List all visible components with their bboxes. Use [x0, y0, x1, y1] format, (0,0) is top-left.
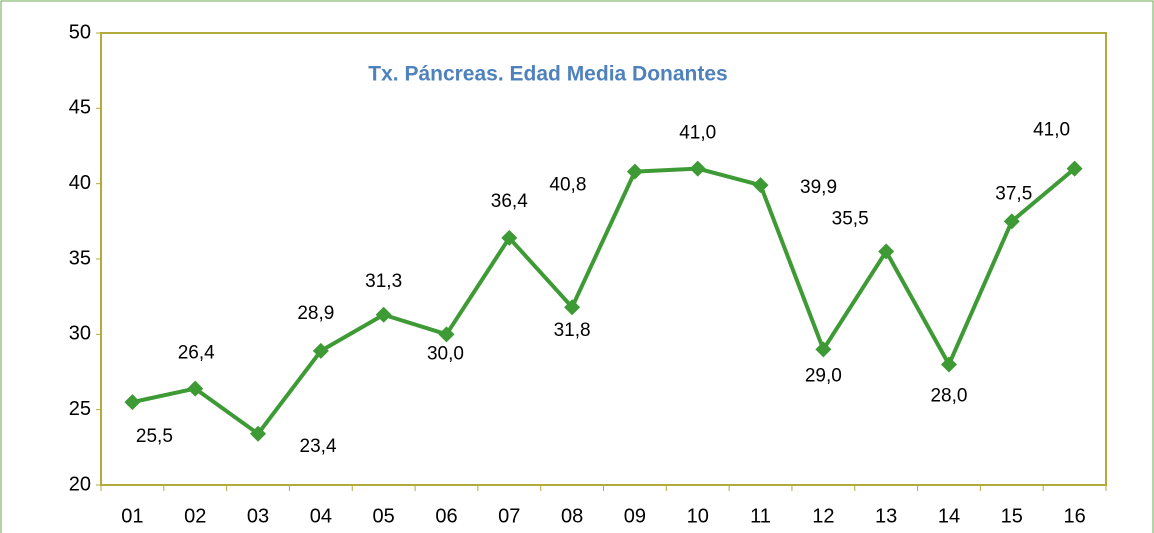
- marker: [815, 341, 832, 358]
- y-tick-label: 50: [69, 21, 91, 43]
- x-tick-label: 14: [938, 505, 960, 527]
- data-label: 37,5: [995, 183, 1032, 204]
- marker: [250, 425, 267, 442]
- data-label: 28,0: [930, 385, 967, 406]
- x-tick-label: 11: [750, 505, 771, 527]
- marker: [501, 229, 518, 246]
- x-tick-label: 15: [1001, 505, 1023, 527]
- marker: [1003, 213, 1020, 230]
- marker: [752, 177, 769, 194]
- line: [131, 166, 1076, 436]
- x-tick-label: 12: [812, 505, 834, 527]
- y-tick-label: 35: [69, 247, 91, 269]
- x-tick-label: 01: [121, 505, 143, 527]
- data-label: 30,0: [427, 343, 464, 364]
- x-tick-label: 07: [498, 505, 520, 527]
- data-label: 36,4: [491, 191, 528, 212]
- chart-title: Tx. Páncreas. Edad Media Donantes: [368, 63, 727, 86]
- marker: [689, 160, 706, 177]
- x-tick-label: 13: [875, 505, 897, 527]
- marker: [187, 380, 204, 397]
- y-tick-label: 40: [69, 172, 91, 194]
- marker: [940, 356, 957, 373]
- marker: [626, 163, 643, 180]
- y-tick-label: 25: [69, 398, 91, 420]
- data-label: 40,8: [549, 175, 586, 196]
- x-tick-label: 05: [373, 505, 395, 527]
- data-label: 28,9: [297, 303, 334, 324]
- x-tick-label: 04: [310, 505, 332, 527]
- data-label: 26,4: [178, 343, 215, 364]
- y-tick-label: 45: [69, 97, 91, 119]
- y-tick-label: 20: [69, 473, 91, 495]
- x-tick-label: 10: [687, 505, 709, 527]
- data-label: 41,0: [1033, 120, 1070, 141]
- data-label: 41,0: [679, 123, 716, 144]
- marker: [312, 342, 329, 359]
- marker: [375, 306, 392, 323]
- x-tick-label: 02: [184, 505, 206, 527]
- x-tick-label: 16: [1063, 505, 1085, 527]
- marker: [878, 243, 895, 260]
- x-tick-label: 03: [247, 505, 269, 527]
- data-label: 23,4: [300, 436, 337, 457]
- data-label: 39,9: [800, 177, 837, 198]
- data-label: 31,3: [365, 271, 402, 292]
- marker: [564, 299, 581, 316]
- y-tick-label: 30: [69, 323, 91, 345]
- marker: [1066, 160, 1083, 177]
- x-tick-label: 09: [624, 505, 646, 527]
- x-tick-label: 06: [435, 505, 457, 527]
- data-label: 29,0: [805, 365, 842, 386]
- data-label: 25,5: [136, 426, 173, 447]
- marker: [438, 326, 455, 343]
- plot-border: [100, 32, 1107, 486]
- marker: [124, 394, 141, 411]
- x-tick-label: 08: [561, 505, 583, 527]
- data-label: 35,5: [832, 208, 869, 229]
- data-label: 31,8: [554, 320, 591, 341]
